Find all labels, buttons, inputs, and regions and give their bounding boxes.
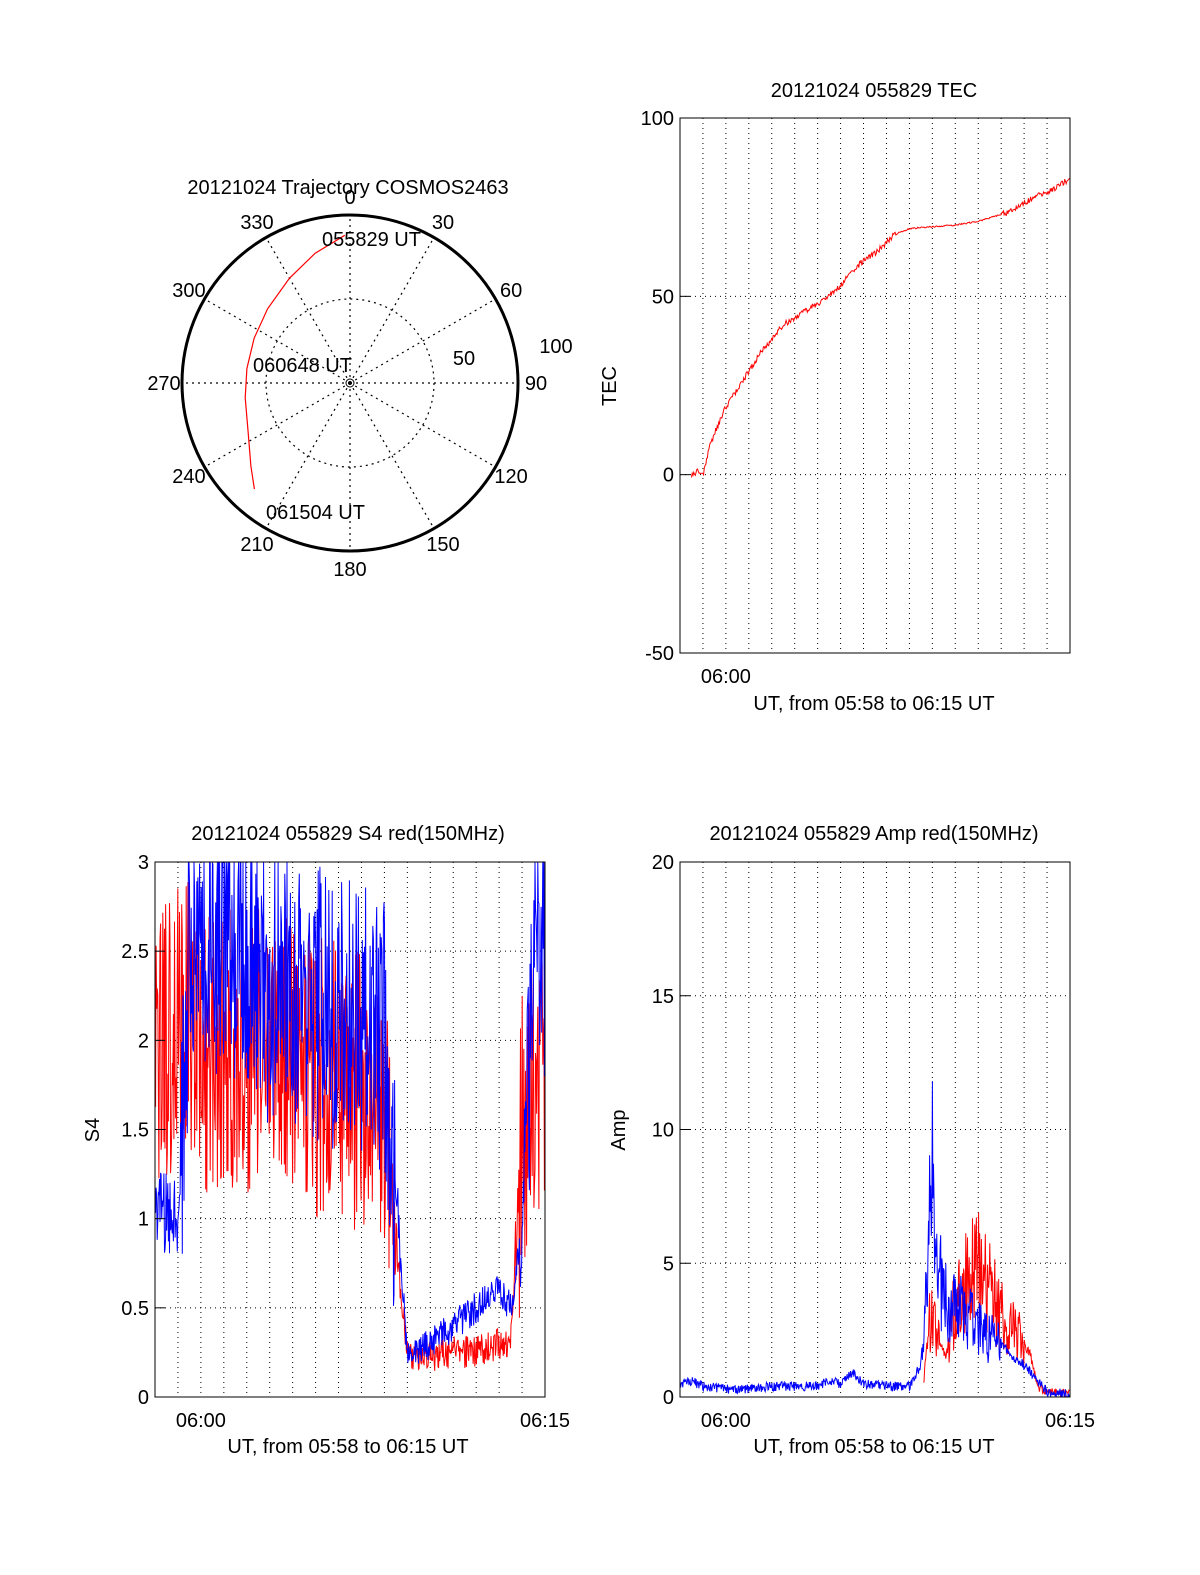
s4-xticks: 06:00 06:15 bbox=[176, 1410, 570, 1432]
polar-azimuth-label: 60 bbox=[500, 280, 522, 302]
polar-azimuth-label: 300 bbox=[172, 280, 205, 302]
polar-center bbox=[345, 378, 355, 388]
s4-xtick-label: 06:00 bbox=[176, 1410, 226, 1432]
s4-ytick-label: 3 bbox=[138, 852, 149, 874]
tec-ytick-label: 100 bbox=[641, 108, 674, 130]
polar-spoke bbox=[349, 382, 496, 468]
amp-line bbox=[679, 1081, 1071, 1398]
tec-grid bbox=[680, 118, 1070, 653]
amp-ylabel: Amp bbox=[608, 1109, 630, 1150]
polar-radial-labels: 50 100 bbox=[453, 336, 573, 370]
trajectory-line bbox=[244, 234, 346, 490]
trajectory-mid-annotation: 060648 UT bbox=[253, 355, 352, 377]
trajectory-title: 20121024 Trajectory COSMOS2463 bbox=[187, 177, 508, 199]
polar-azimuth-label: 30 bbox=[432, 212, 454, 234]
s4-ylabel: S4 bbox=[82, 1118, 104, 1142]
amp-ytick-label: 15 bbox=[652, 986, 674, 1008]
s4-title: 20121024 055829 S4 red(150MHz) bbox=[191, 823, 505, 845]
trajectory-panel: 20121024 Trajectory COSMOS2463 0 30 60 90 12… bbox=[147, 177, 572, 581]
polar-spoke bbox=[349, 237, 435, 384]
amp-title: 20121024 055829 Amp red(150MHz) bbox=[709, 823, 1038, 845]
polar-azimuth-label: 0 bbox=[344, 187, 355, 209]
polar-azimuth-label: 180 bbox=[333, 559, 366, 581]
amp-ytick-label: 0 bbox=[663, 1387, 674, 1409]
s4-line bbox=[154, 861, 546, 1364]
polar-spoke bbox=[349, 382, 435, 529]
tec-xtick-label: 06:00 bbox=[701, 666, 751, 688]
amp-ytick-label: 5 bbox=[663, 1253, 674, 1275]
amp-ytick-label: 10 bbox=[652, 1120, 674, 1142]
tec-yticks: -50 0 50 100 bbox=[641, 108, 690, 665]
polar-azimuth-label: 330 bbox=[240, 212, 273, 234]
tec-ytick-label: -50 bbox=[645, 643, 674, 665]
polar-azimuth-label: 240 bbox=[172, 466, 205, 488]
trajectory-end-annotation: 061504 UT bbox=[266, 502, 365, 524]
amp-panel: 20121024 055829 Amp red(150MHz) 0 5 10 15 20… bbox=[608, 823, 1095, 1458]
polar-spoke bbox=[265, 237, 351, 384]
polar-spoke bbox=[204, 382, 351, 468]
s4-xlabel: UT, from 05:58 to 06:15 UT bbox=[227, 1436, 468, 1458]
s4-ytick-label: 0 bbox=[138, 1387, 149, 1409]
amp-xtick-label: 06:15 bbox=[1045, 1410, 1095, 1432]
polar-outer-ring bbox=[180, 213, 520, 553]
amp-xtick-label: 06:00 bbox=[701, 1410, 751, 1432]
tec-series bbox=[691, 177, 1071, 478]
amp-ytick-label: 20 bbox=[652, 852, 674, 874]
tec-ytick-label: 0 bbox=[663, 465, 674, 487]
polar-spoke bbox=[265, 382, 351, 529]
amp-yticks: 0 5 10 15 20 bbox=[652, 852, 690, 1409]
tec-title: 20121024 055829 TEC bbox=[771, 80, 977, 102]
polar-azimuth-label: 120 bbox=[494, 466, 527, 488]
amp-grid bbox=[680, 862, 1070, 1397]
tec-frame bbox=[679, 117, 1071, 654]
s4-ytick-label: 2.5 bbox=[121, 941, 149, 963]
s4-ytick-label: 0.5 bbox=[121, 1298, 149, 1320]
s4-ytick-label: 1.5 bbox=[121, 1120, 149, 1142]
trajectory-start-annotation: 055829 UT bbox=[322, 229, 421, 251]
s4-series bbox=[154, 861, 546, 1371]
tec-xlabel: UT, from 05:58 to 06:15 UT bbox=[753, 693, 994, 715]
s4-xtick-label: 06:15 bbox=[520, 1410, 570, 1432]
polar-spoke bbox=[349, 298, 496, 384]
s4-yticks: 0 0.5 1 1.5 2 2.5 3 bbox=[121, 852, 165, 1409]
polar-radial-label: 100 bbox=[539, 336, 572, 358]
tec-xticks: 06:00 bbox=[701, 666, 751, 688]
polar-azimuth-label: 150 bbox=[426, 534, 459, 556]
amp-xticks: 06:00 06:15 bbox=[701, 1410, 1095, 1432]
amp-xlabel: UT, from 05:58 to 06:15 UT bbox=[753, 1436, 994, 1458]
polar-spoke bbox=[204, 298, 351, 384]
tec-ytick-label: 50 bbox=[652, 286, 674, 308]
polar-trajectory bbox=[244, 234, 346, 490]
polar-radial-label: 50 bbox=[453, 348, 475, 370]
s4-ytick-label: 2 bbox=[138, 1030, 149, 1052]
s4-ytick-label: 1 bbox=[138, 1209, 149, 1231]
tec-ylabel: TEC bbox=[599, 366, 621, 406]
s4-panel: 20121024 055829 S4 red(150MHz) 0 0.5 1 1.5 2… bbox=[82, 823, 570, 1458]
polar-azimuth-labels: 0 30 60 90 120 150 180 210 240 270 300 330 bbox=[147, 187, 547, 581]
polar-azimuth-label: 90 bbox=[525, 373, 547, 395]
tec-line bbox=[691, 177, 1071, 478]
polar-azimuth-label: 270 bbox=[147, 373, 180, 395]
amp-series bbox=[679, 1081, 1071, 1398]
polar-grid bbox=[180, 213, 520, 553]
polar-azimuth-label: 210 bbox=[240, 534, 273, 556]
